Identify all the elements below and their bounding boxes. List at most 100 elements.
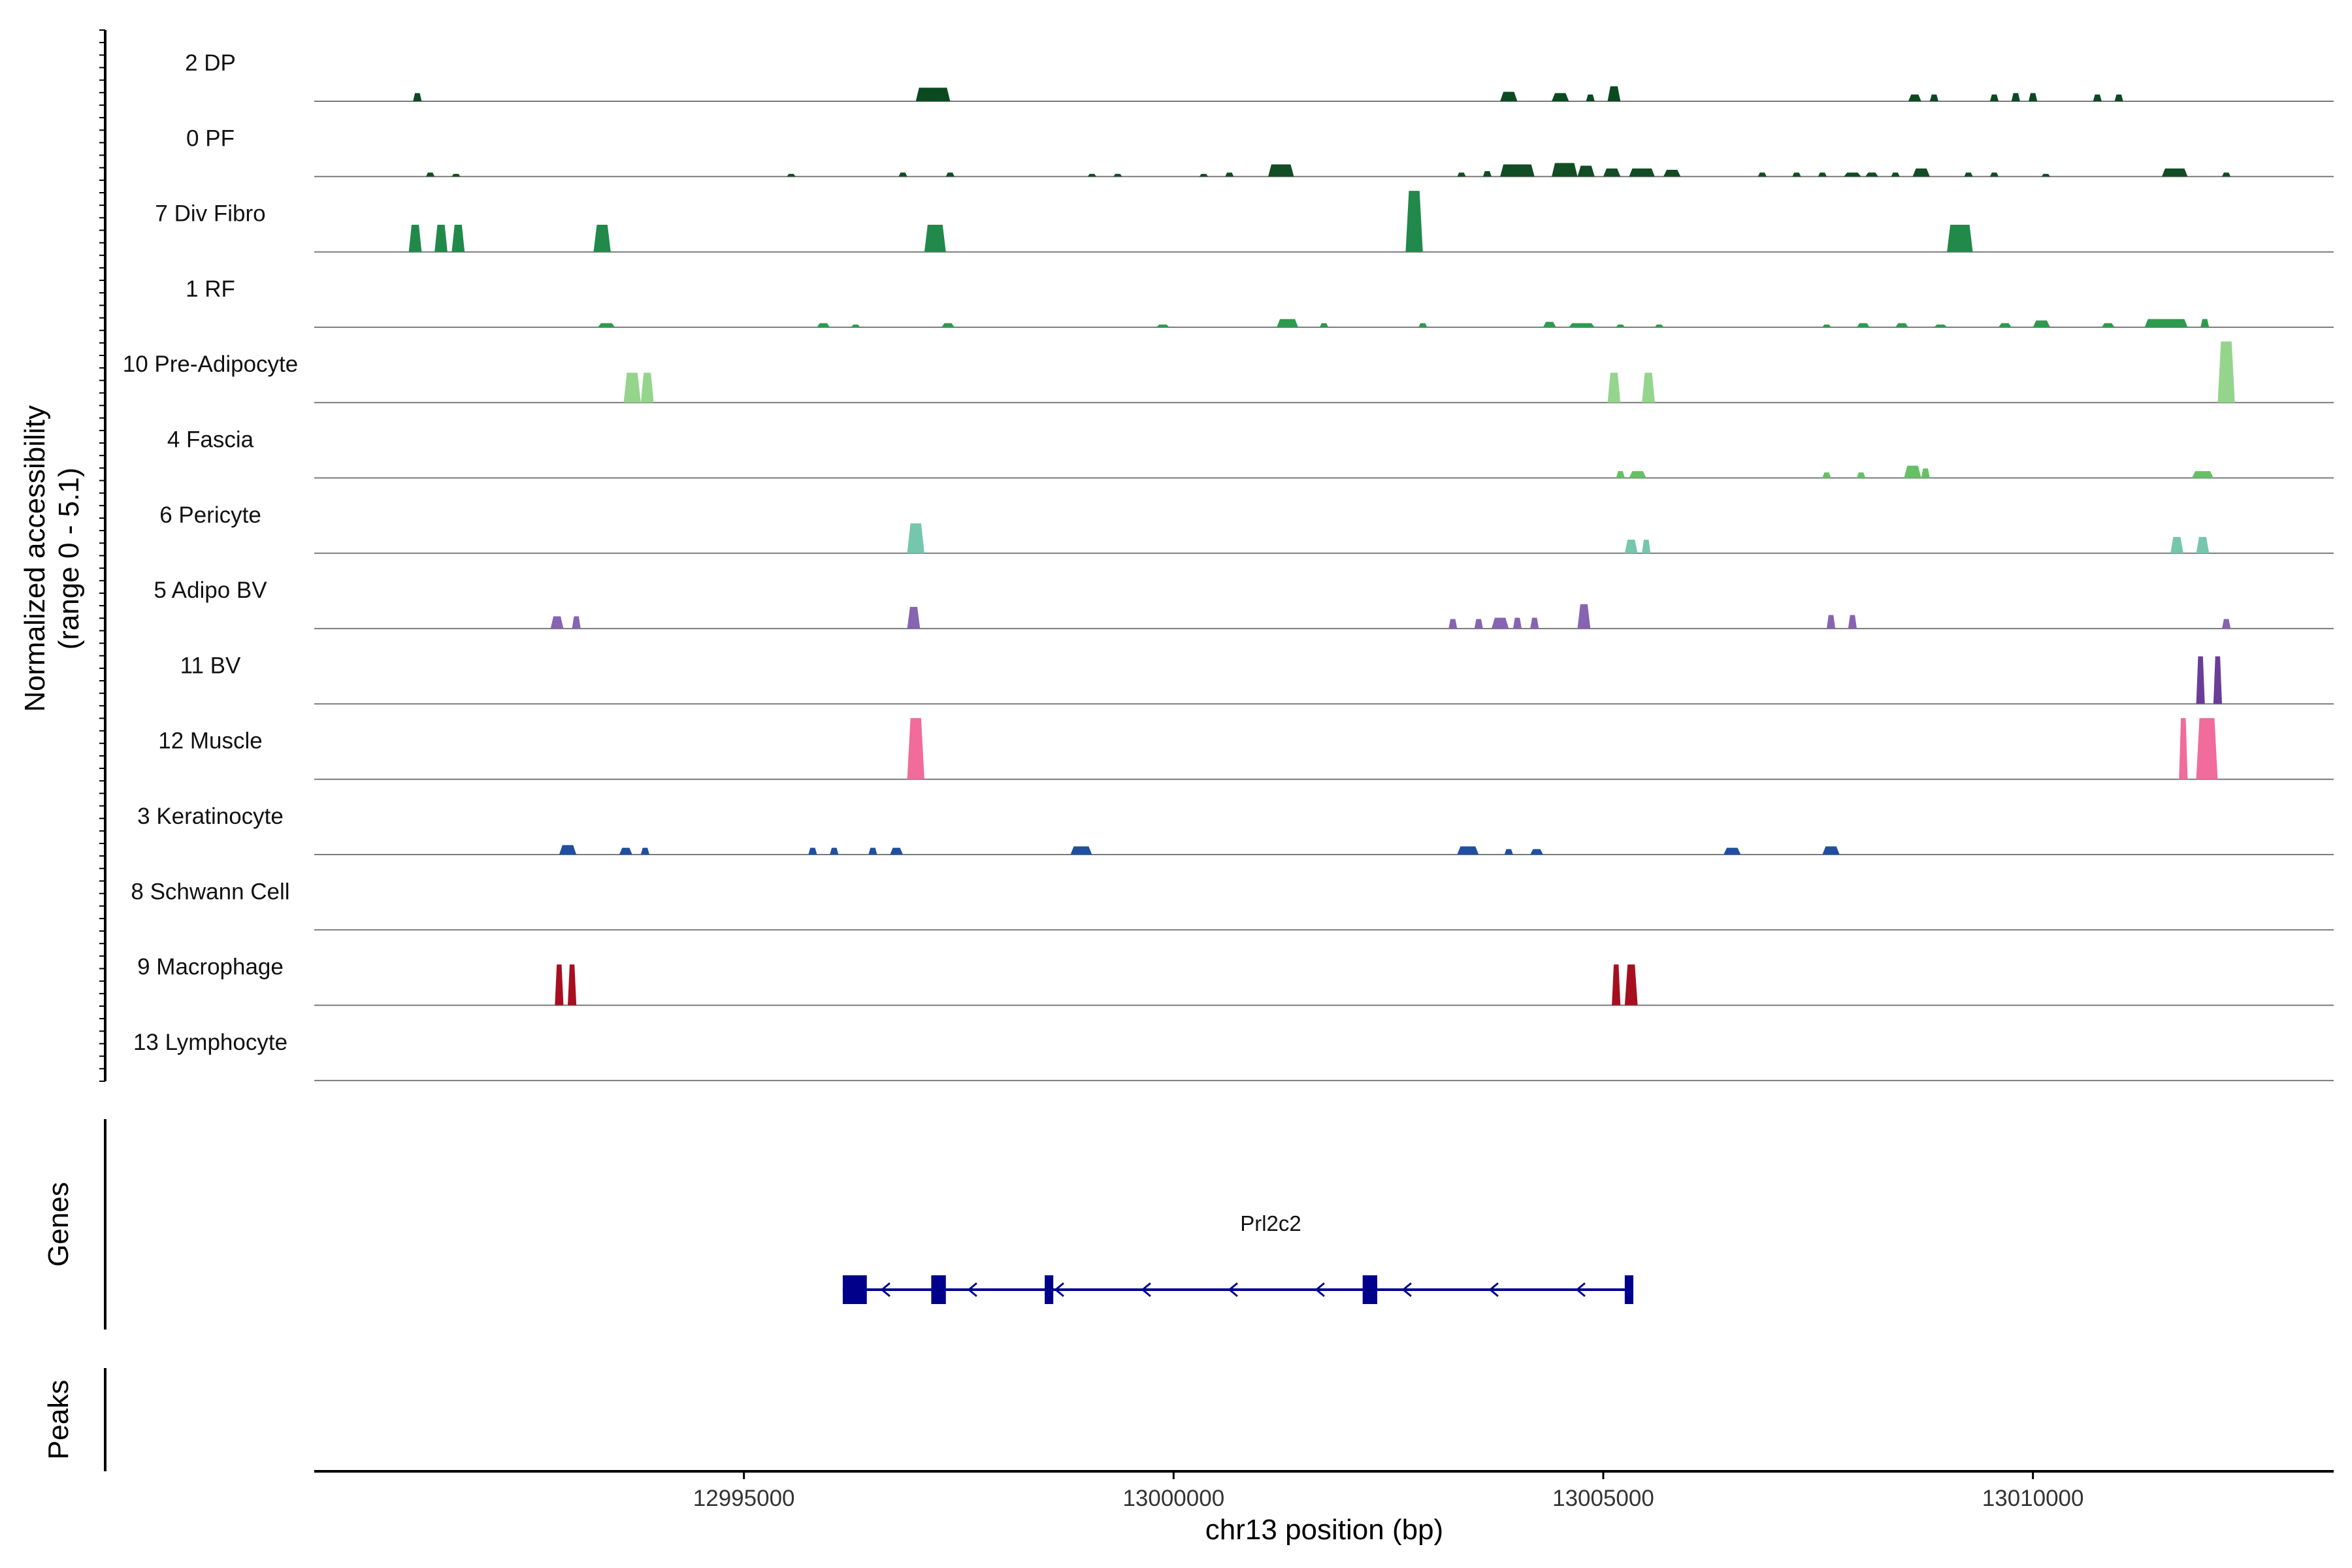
coverage-peak — [1543, 321, 1556, 327]
coverage-peak — [559, 845, 577, 855]
coverage-peak — [434, 225, 448, 252]
track-8-schwann-cell: 8 Schwann Cell — [131, 879, 2334, 931]
strand-arrow — [1141, 1282, 1151, 1298]
coverage-peak — [1277, 319, 1299, 327]
coverage-tracks: 2 DP 0 PF 7 Div Fibro 1 RF 10 Pre-Adipocyte 4… — [123, 50, 2334, 1081]
coverage-peak — [1512, 617, 1522, 629]
coverage-peak — [1624, 964, 1638, 1005]
coverage-peak — [898, 172, 907, 177]
coverage-peak — [1822, 324, 1831, 327]
coverage-peak — [1070, 846, 1092, 855]
coverage-peak — [2200, 319, 2210, 327]
track-label: 0 PF — [186, 125, 235, 151]
gene-prl2c2: Prl2c2 — [842, 1211, 1634, 1304]
coverage-peak — [1989, 172, 1999, 177]
coverage-peak — [945, 172, 955, 177]
coverage-peak — [787, 174, 796, 177]
coverage-peak — [1964, 172, 1973, 177]
x-tick-label: 13005000 — [1552, 1486, 1654, 1511]
peaks-panel-title: Peaks — [42, 1380, 74, 1460]
coverage-peak — [1552, 163, 1578, 177]
coverage-peak — [1865, 172, 1878, 177]
coverage-peak — [2196, 656, 2205, 704]
coverage-peak — [2093, 94, 2102, 101]
track-label: 4 Fascia — [167, 427, 254, 453]
track-2-dp: 2 DP — [185, 50, 2334, 102]
coverage-peak — [1856, 323, 1870, 327]
coverage-peak — [1530, 849, 1543, 855]
coverage-peak — [1268, 164, 1294, 177]
coverage-peak — [408, 225, 422, 252]
strand-arrow — [1315, 1282, 1325, 1298]
coverage-peak — [1418, 323, 1428, 327]
coverage-peak — [1904, 465, 1921, 478]
gene-exon — [931, 1275, 946, 1304]
coverage-peak — [1629, 471, 1646, 478]
coverage-peak — [1663, 169, 1681, 177]
strand-arrow — [1228, 1282, 1238, 1298]
track-label: 10 Pre-Adipocyte — [123, 351, 298, 377]
coverage-peak — [1500, 91, 1518, 101]
coverage-peak — [2011, 93, 2020, 101]
genes-panel-title: Genes — [42, 1182, 74, 1267]
coverage-peak — [1448, 619, 1458, 629]
coverage-peak — [1624, 540, 1638, 553]
gene-exon — [842, 1275, 867, 1304]
coverage-peak — [572, 616, 581, 629]
strand-arrow — [880, 1282, 890, 1298]
coverage-peak — [1457, 846, 1479, 855]
coverage-peak — [1856, 472, 1866, 478]
coverage-peak — [1530, 617, 1539, 629]
coverage-peak — [1569, 323, 1595, 327]
coverage-peak — [1822, 846, 1840, 855]
x-tick-label: 13010000 — [1982, 1486, 2084, 1511]
track-label: 8 Schwann Cell — [131, 879, 289, 904]
coverage-peak — [1552, 93, 1569, 101]
coverage-peak — [451, 225, 465, 252]
coverage-peak — [1457, 172, 1466, 177]
strand-arrow — [1488, 1282, 1499, 1298]
coverage-peak — [1491, 617, 1509, 629]
coverage-peak — [568, 964, 577, 1005]
coverage-peak — [1947, 225, 1973, 252]
coverage-peak — [2033, 320, 2050, 327]
coverage-peak — [1504, 849, 1513, 855]
x-tick-label: 13000000 — [1122, 1486, 1224, 1511]
coverage-peak — [1822, 472, 1831, 478]
track-11-bv: 11 BV — [180, 653, 2334, 705]
coverage-peak — [2196, 718, 2218, 779]
coverage-peak — [2222, 619, 2231, 629]
coverage-peak — [817, 323, 830, 327]
x-tick-label: 12995000 — [693, 1486, 795, 1511]
coverage-peak — [1642, 372, 1655, 403]
coverage-peak — [941, 323, 955, 327]
coverage-peak — [2217, 341, 2235, 403]
coverage-peak — [1482, 171, 1492, 177]
coverage-peak — [1989, 94, 1999, 101]
coverage-peak — [1757, 172, 1767, 177]
strand-arrow — [967, 1282, 977, 1298]
coverage-peak — [1577, 604, 1591, 629]
coverage-peak — [2222, 172, 2231, 177]
gene-exon — [1045, 1275, 1054, 1304]
coverage-peak — [1844, 172, 1861, 177]
coverage-peak — [1586, 94, 1595, 101]
track-5-adipo-bv: 5 Adipo BV — [154, 578, 2334, 630]
track-9-macrophage: 9 Macrophage — [137, 955, 2334, 1006]
coverage-peak — [1895, 323, 1908, 327]
coverage-peak — [555, 964, 564, 1005]
coverage-peak — [413, 93, 422, 101]
coverage-peak — [598, 323, 615, 327]
genomic-position-x-axis: 12995000 13000000 13005000 13010000 chr13 p… — [314, 1470, 2334, 1546]
coverage-peak — [2196, 536, 2210, 553]
coverage-peak — [1629, 168, 1655, 177]
peaks-panel: Peaks — [42, 1368, 106, 1471]
strand-arrow — [1054, 1282, 1064, 1298]
coverage-peak — [907, 718, 924, 779]
coverage-peak — [2144, 319, 2188, 327]
track-label: 6 Pericyte — [159, 502, 261, 528]
coverage-peak — [1792, 172, 1801, 177]
coverage-peak — [1642, 540, 1651, 553]
coverage-peak — [2161, 168, 2188, 177]
